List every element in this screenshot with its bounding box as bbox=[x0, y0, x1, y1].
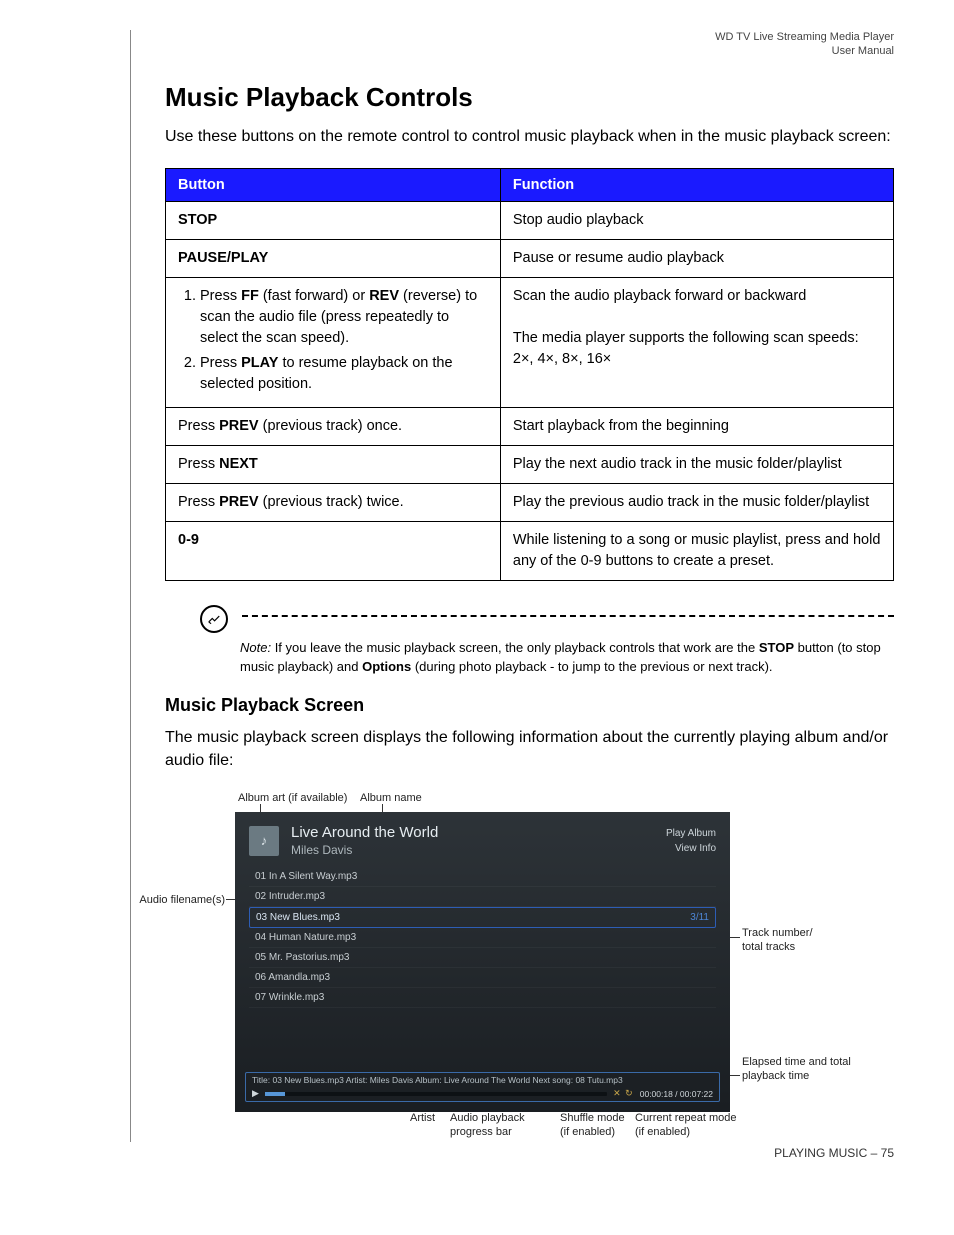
menu-view-info: View Info bbox=[666, 841, 716, 856]
track-item: 03 New Blues.mp33/11 bbox=[249, 907, 716, 928]
note-text: Note: If you leave the music playback sc… bbox=[240, 639, 894, 677]
header-line2: User Manual bbox=[715, 44, 894, 58]
table-cell-function: Play the next audio track in the music f… bbox=[500, 446, 893, 484]
label-artist: Artist bbox=[410, 1112, 435, 1125]
track-item: 06 Amandla.mp3 bbox=[249, 968, 716, 988]
page-title: Music Playback Controls bbox=[165, 82, 894, 113]
label-elapsed: Elapsed time and total playback time bbox=[742, 1056, 852, 1082]
table-cell-button: Press NEXT bbox=[166, 446, 501, 484]
table-cell-button: Press PREV (previous track) once. bbox=[166, 408, 501, 446]
label-track-total: Track number/total tracks bbox=[742, 927, 842, 953]
th-button: Button bbox=[166, 169, 501, 202]
player-artist: Miles Davis bbox=[291, 843, 666, 857]
section2-title: Music Playback Screen bbox=[165, 695, 894, 716]
track-item: 05 Mr. Pastorius.mp3 bbox=[249, 948, 716, 968]
table-cell-button: Press PREV (previous track) twice. bbox=[166, 484, 501, 522]
player-screenshot: ♪ Live Around the World Miles Davis Play… bbox=[235, 812, 730, 1112]
track-item: 04 Human Nature.mp3 bbox=[249, 928, 716, 948]
label-album-name: Album name bbox=[360, 792, 422, 805]
th-function: Function bbox=[500, 169, 893, 202]
table-cell-function: While listening to a song or music playl… bbox=[500, 522, 893, 581]
album-title: Live Around the World bbox=[291, 824, 666, 841]
playback-time: 00:00:18 / 00:07:22 bbox=[640, 1089, 713, 1099]
album-art-icon: ♪ bbox=[249, 826, 279, 856]
track-item: 07 Wrinkle.mp3 bbox=[249, 988, 716, 1008]
table-cell-function: Pause or resume audio playback bbox=[500, 240, 893, 278]
table-cell-button: Press FF (fast forward) or REV (reverse)… bbox=[166, 278, 501, 408]
menu-play-album: Play Album bbox=[666, 826, 716, 841]
track-item: 01 In A Silent Way.mp3 bbox=[249, 867, 716, 887]
label-audio-filenames: Audio filename(s) bbox=[130, 894, 225, 907]
footer-section: PLAYING MUSIC bbox=[774, 1146, 867, 1160]
progress-bar bbox=[265, 1092, 607, 1096]
track-item: 02 Intruder.mp3 bbox=[249, 887, 716, 907]
page-footer: PLAYING MUSIC – 75 bbox=[774, 1146, 894, 1160]
table-cell-function: Play the previous audio track in the mus… bbox=[500, 484, 893, 522]
table-cell-function: Start playback from the beginning bbox=[500, 408, 893, 446]
label-progress: Audio playbackprogress bar bbox=[450, 1112, 540, 1138]
screenshot-diagram: Album art (if available) Album name Audi… bbox=[130, 792, 890, 1152]
table-cell-function: Scan the audio playback forward or backw… bbox=[500, 278, 893, 408]
intro-text: Use these buttons on the remote control … bbox=[165, 125, 894, 148]
page-header: WD TV Live Streaming Media Player User M… bbox=[715, 30, 894, 59]
note-block bbox=[200, 601, 894, 633]
note-icon bbox=[200, 605, 228, 633]
shuffle-repeat-icons: ✕ ↻ bbox=[613, 1088, 634, 1099]
section2-intro: The music playback screen displays the f… bbox=[165, 726, 894, 772]
label-repeat: Current repeat mode(if enabled) bbox=[635, 1112, 755, 1138]
table-cell-button: 0-9 bbox=[166, 522, 501, 581]
label-shuffle: Shuffle mode(if enabled) bbox=[560, 1112, 640, 1138]
controls-table: Button Function STOPStop audio playbackP… bbox=[165, 168, 894, 581]
note-dash bbox=[242, 615, 894, 618]
table-cell-function: Stop audio playback bbox=[500, 202, 893, 240]
player-metadata: Title: 03 New Blues.mp3 Artist: Miles Da… bbox=[252, 1075, 713, 1085]
label-album-art: Album art (if available) bbox=[238, 792, 347, 805]
table-cell-button: STOP bbox=[166, 202, 501, 240]
footer-page: 75 bbox=[881, 1146, 894, 1160]
header-line1: WD TV Live Streaming Media Player bbox=[715, 30, 894, 44]
play-icon: ▶ bbox=[252, 1088, 259, 1099]
table-cell-button: PAUSE/PLAY bbox=[166, 240, 501, 278]
